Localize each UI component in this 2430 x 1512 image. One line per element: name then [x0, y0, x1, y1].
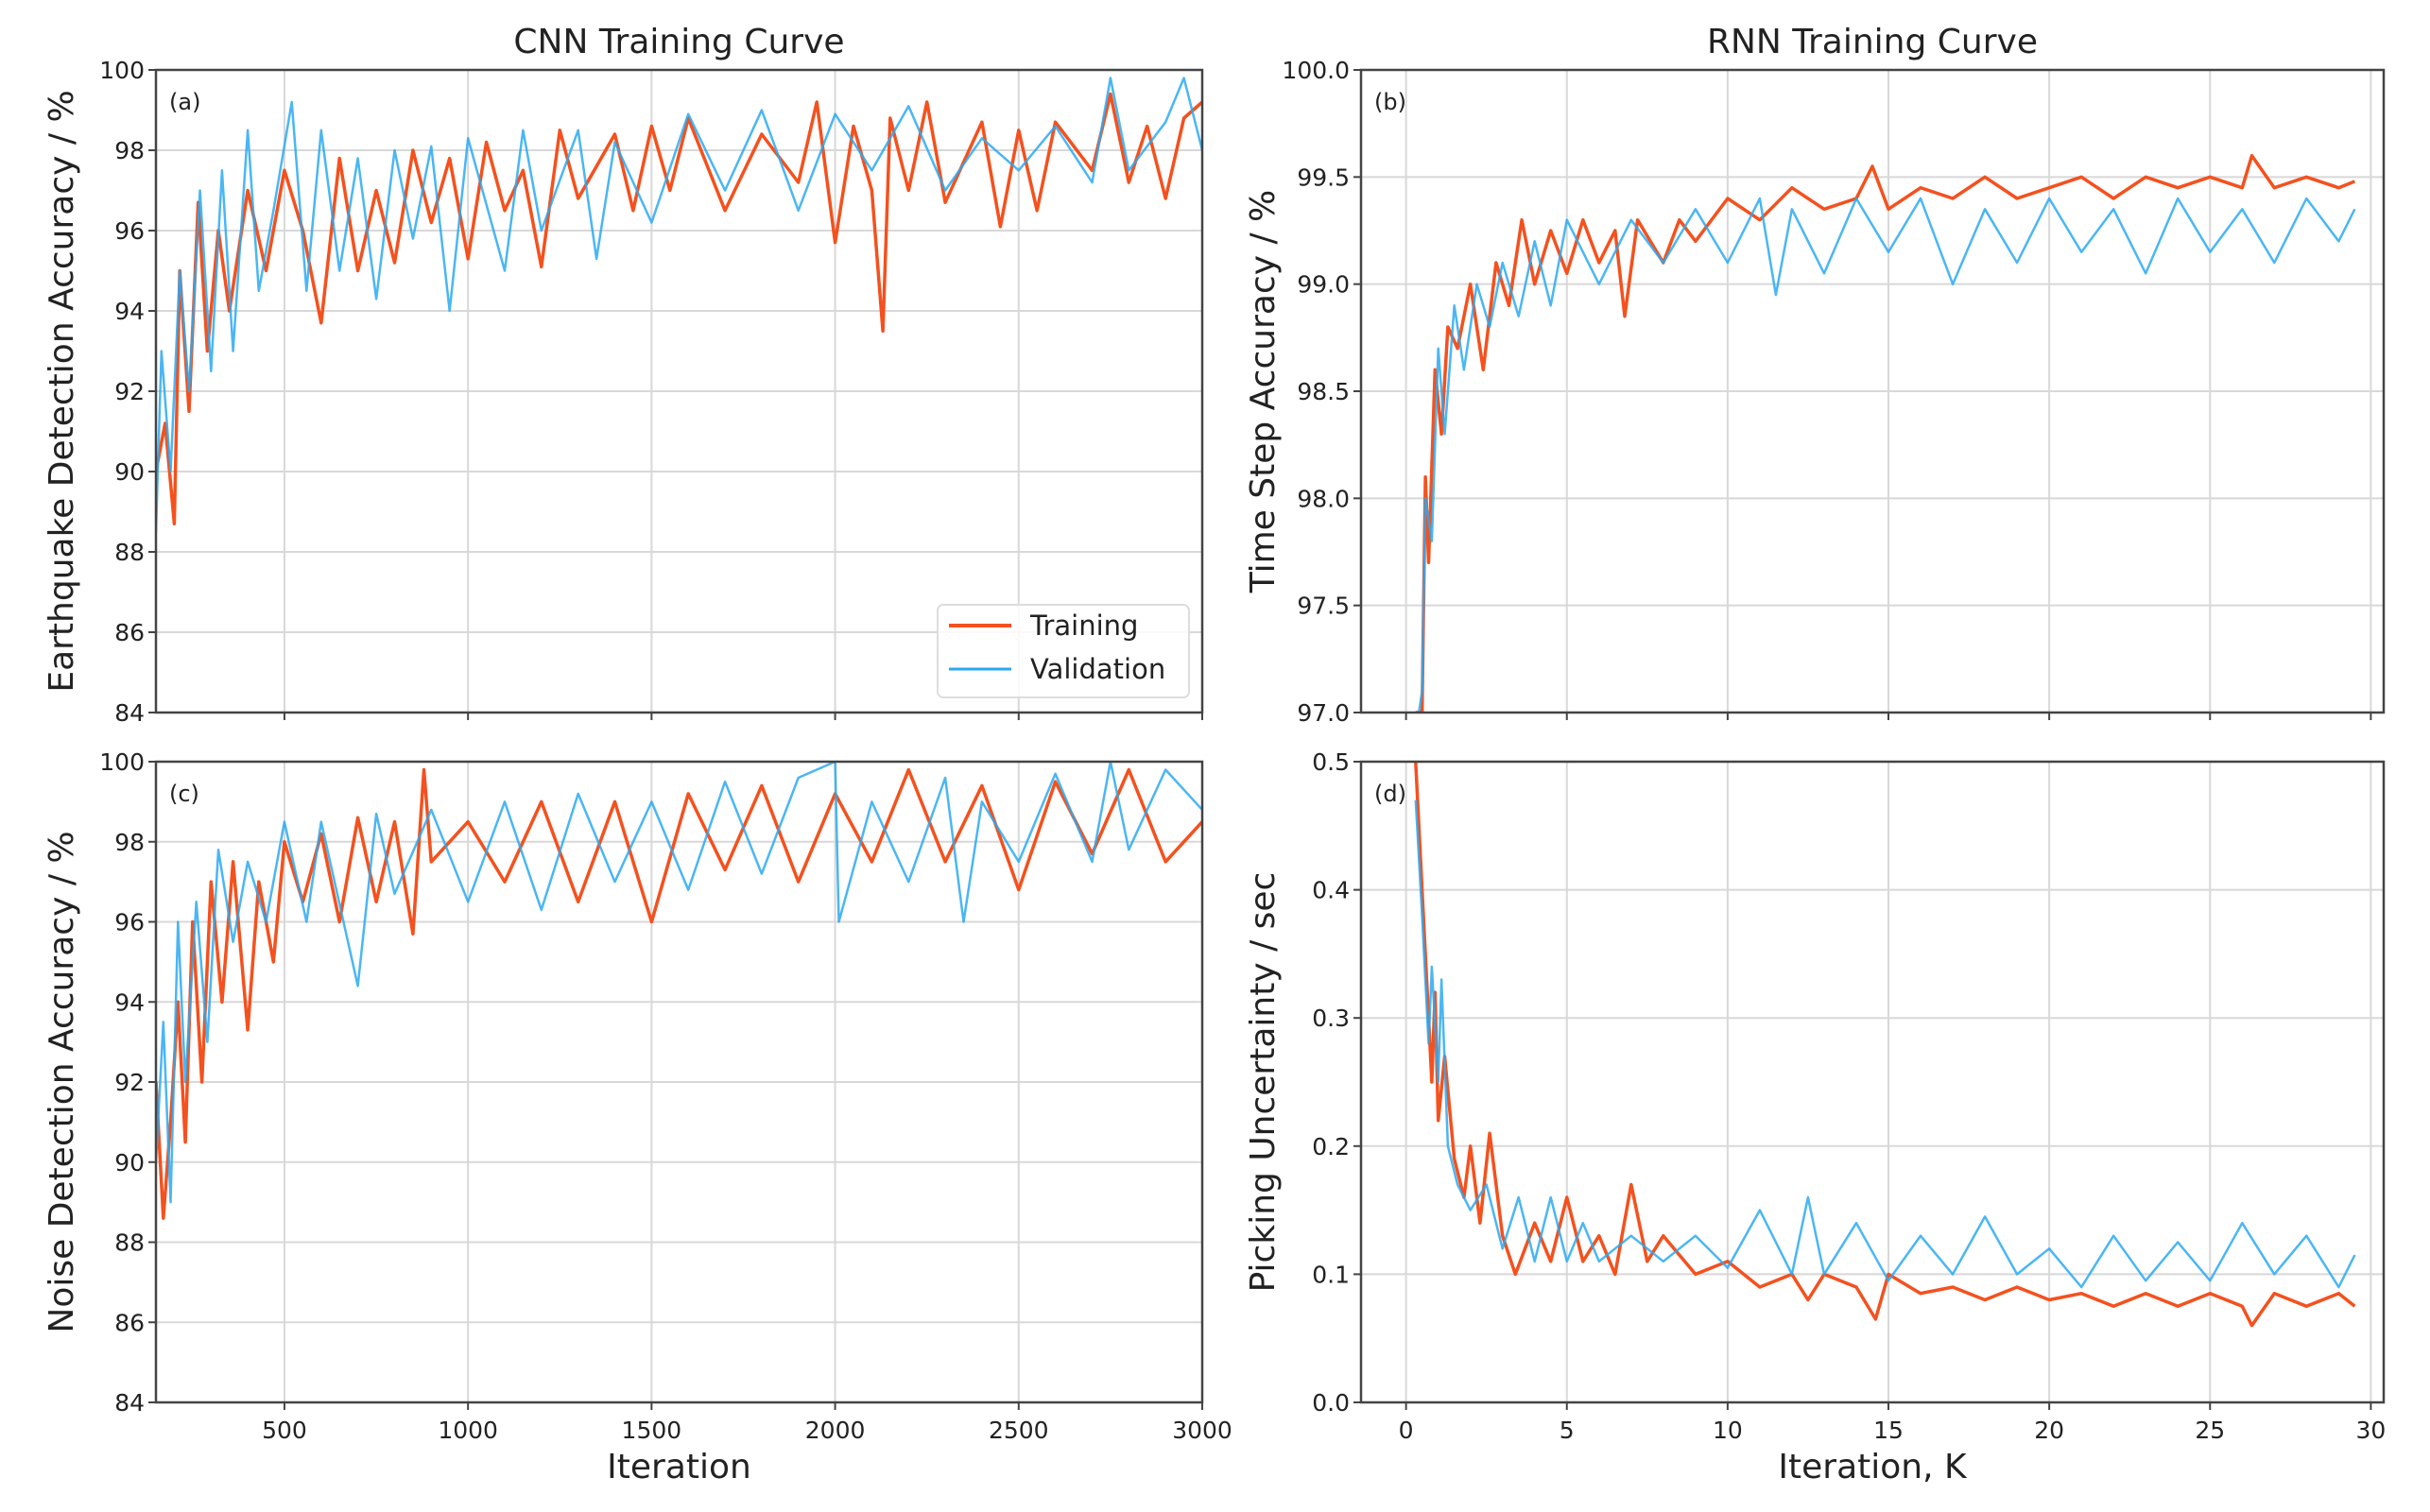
y-tick-label: 98.0 [1297, 485, 1350, 512]
series-line-validation [156, 762, 1202, 1204]
x-tick-label: 3000 [1172, 1417, 1232, 1444]
y-tick-label: 100.0 [1282, 57, 1350, 84]
chart-title: CNN Training Curve [513, 23, 844, 61]
y-tick-label: 90 [114, 458, 145, 486]
y-tick-label: 0.2 [1312, 1133, 1350, 1160]
y-tick-label: 90 [114, 1149, 145, 1177]
y-axis-label: Picking Uncertainty / sec [1244, 872, 1283, 1293]
series-line-training [156, 767, 1202, 1220]
y-tick-label: 88 [114, 1229, 145, 1257]
x-tick-label: 0 [1399, 1417, 1414, 1444]
y-axis-label: Time Step Accuracy / % [1244, 190, 1283, 594]
plot-frame [154, 68, 1204, 714]
x-tick-label: 10 [1713, 1417, 1743, 1444]
series-line-training [1414, 762, 2356, 1328]
y-tick-label: 100 [99, 57, 145, 84]
y-tick-label: 97.0 [1297, 699, 1350, 727]
x-tick-label: 500 [262, 1417, 307, 1444]
panel-label: (b) [1374, 89, 1406, 115]
panel-b: 97.0 97.5 98.0 98.5 99.0 99.5 100.0 (b) RNN Trai… [1244, 23, 2386, 727]
y-tick-label: 98 [114, 137, 145, 164]
x-tick-label: 30 [2355, 1417, 2386, 1444]
y-axis-label: Noise Detection Accuracy / % [43, 831, 81, 1332]
plot-frame [154, 760, 1204, 1404]
y-tick-label: 84 [114, 1389, 145, 1417]
chart-title: RNN Training Curve [1707, 23, 2038, 61]
panel-label: (c) [169, 781, 199, 807]
x-tick-label: 15 [1873, 1417, 1904, 1444]
x-tick-label: 2000 [805, 1417, 866, 1444]
panel-c: 500 1000 1500 2000 2500 3000 84 86 88 90 92 94 96 98 1… [43, 748, 1232, 1486]
x-tick-label: 1500 [622, 1417, 682, 1444]
y-tick-label: 99.5 [1297, 163, 1350, 191]
y-tick-label: 92 [114, 1069, 145, 1096]
x-tick-label: 25 [2195, 1417, 2225, 1444]
x-tick-label: 1000 [438, 1417, 498, 1444]
plot-frame [1359, 68, 2386, 714]
x-tick-label: 2500 [989, 1417, 1049, 1444]
series-line-validation [156, 77, 1202, 532]
panel-label: (a) [169, 89, 200, 115]
plot-frame [1359, 760, 2386, 1404]
y-tick-label: 100 [99, 748, 145, 776]
x-axis-label: Iteration [607, 1448, 751, 1486]
y-tick-label: 96 [114, 217, 145, 245]
y-tick-label: 86 [114, 619, 145, 646]
y-tick-label: 94 [114, 988, 145, 1016]
y-tick-label: 86 [114, 1309, 145, 1336]
y-tick-label: 88 [114, 539, 145, 566]
y-tick-label: 0.1 [1312, 1261, 1350, 1288]
legend-label-validation: Validation [1030, 653, 1165, 685]
legend-label-training: Training [1029, 610, 1138, 642]
y-tick-label: 98 [114, 829, 145, 856]
series-line-training [1415, 153, 2356, 713]
y-tick-label: 98.5 [1297, 378, 1350, 405]
x-axis-label: Iteration, K [1778, 1448, 1968, 1486]
y-tick-label: 94 [114, 298, 145, 325]
y-tick-label: 96 [114, 909, 145, 936]
y-tick-label: 99.0 [1297, 271, 1350, 299]
y-tick-label: 97.5 [1297, 593, 1350, 620]
y-tick-label: 84 [114, 699, 145, 727]
y-tick-label: 0.3 [1312, 1005, 1350, 1032]
y-tick-label: 0.5 [1312, 748, 1350, 776]
series-line-validation [1414, 799, 2356, 1289]
y-tick-label: 92 [114, 378, 145, 405]
x-tick-label: 5 [1560, 1417, 1575, 1444]
y-tick-label: 0.4 [1312, 877, 1350, 904]
panel-a: 84 86 88 90 92 94 96 98 100 (a) CNN Training Curve… [43, 23, 1204, 727]
panel-d: 0 5 10 15 20 25 30 0.0 0.1 0.2 0.3 0.4 0.5 (d) Iterati… [1244, 748, 2386, 1486]
series-line-validation [1417, 197, 2356, 713]
x-tick-label: 20 [2034, 1417, 2064, 1444]
series-line-training [156, 92, 1202, 525]
y-axis-label: Earthquake Detection Accuracy / % [43, 90, 81, 692]
legend: Training Validation [937, 604, 1190, 698]
panel-label: (d) [1374, 781, 1406, 807]
y-tick-label: 0.0 [1312, 1389, 1350, 1417]
legend-box [937, 604, 1190, 698]
